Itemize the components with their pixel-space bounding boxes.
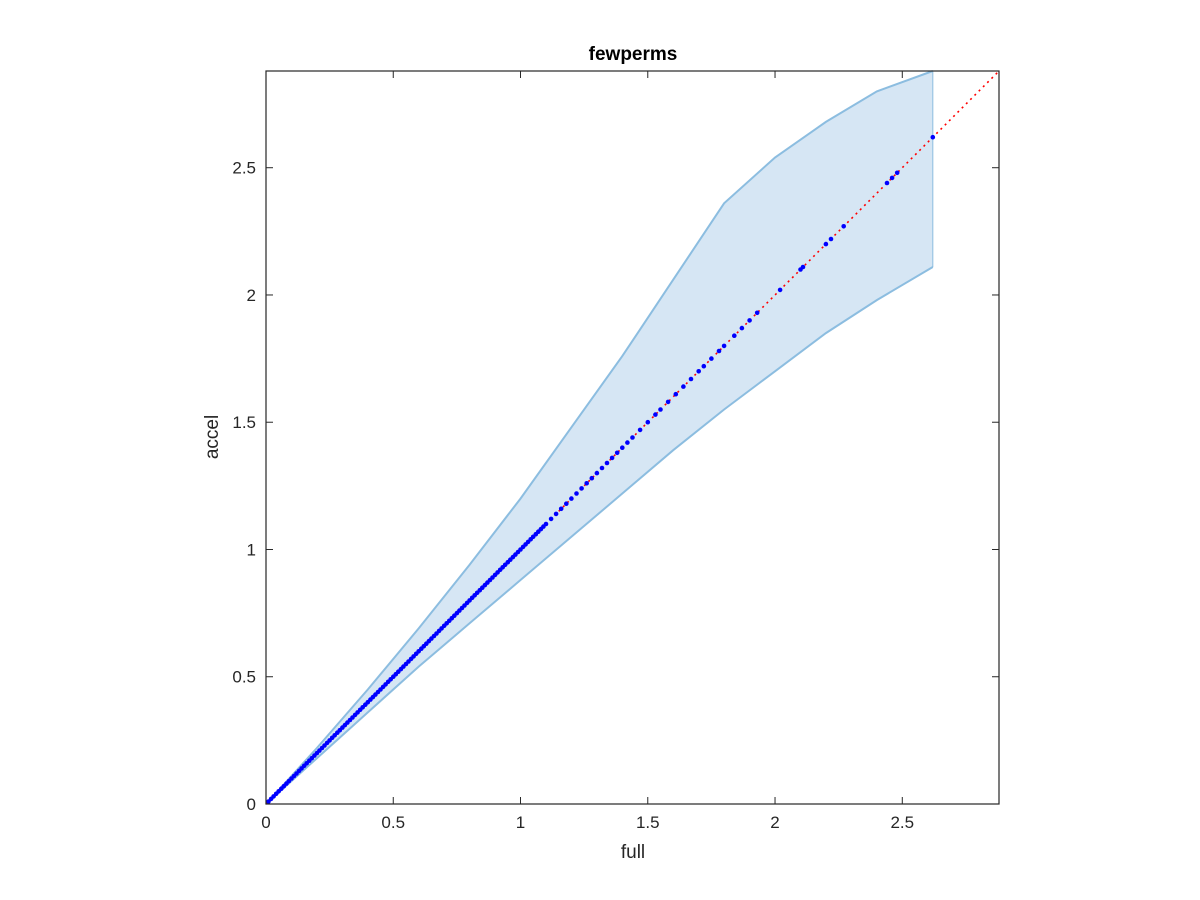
data-point <box>732 333 737 339</box>
y-ticks: 0 0.5 1 1.5 2 2.5 <box>232 159 999 814</box>
data-point <box>665 399 671 405</box>
x-ticks: 0 0.5 1 1.5 2 2.5 <box>261 71 914 832</box>
y-tick-label: 1 <box>247 540 256 559</box>
band-upper-edge <box>265 70 934 805</box>
data-point <box>569 496 574 501</box>
data-point <box>589 475 595 481</box>
y-axis-label: accel <box>202 415 223 459</box>
data-point <box>594 470 600 476</box>
x-tick-label: 1 <box>516 813 525 832</box>
data-point <box>823 241 829 247</box>
data-point <box>630 435 635 440</box>
data-point <box>625 440 630 445</box>
data-point <box>894 170 900 176</box>
data-point <box>716 348 722 354</box>
data-point <box>696 369 701 374</box>
x-tick-label: 0.5 <box>381 813 405 832</box>
data-point <box>645 419 651 425</box>
axes-frame <box>265 70 1000 805</box>
x-tick-label: 2.5 <box>890 813 914 832</box>
data-point <box>828 236 834 242</box>
data-point <box>543 521 549 527</box>
data-point <box>584 481 589 486</box>
data-point <box>930 134 936 140</box>
data-point <box>599 465 605 471</box>
data-point <box>653 412 658 417</box>
data-point <box>558 506 564 512</box>
data-point <box>688 376 694 382</box>
y-tick-label: 1.5 <box>232 413 256 432</box>
data-point <box>754 310 760 316</box>
y-tick-label: 0.5 <box>232 668 256 687</box>
data-point <box>564 501 569 507</box>
x-tick-label: 1.5 <box>636 813 660 832</box>
data-point <box>709 356 714 361</box>
data-point <box>637 427 643 433</box>
band-lower-edge <box>265 266 934 805</box>
x-tick-label: 0 <box>261 813 270 832</box>
y-tick-label: 0 <box>247 795 256 814</box>
data-point <box>548 516 554 522</box>
data-point <box>579 486 584 491</box>
x-tick-label: 2 <box>770 813 779 832</box>
data-point <box>620 445 625 451</box>
data-point <box>747 318 752 323</box>
data-point <box>889 175 895 181</box>
data-point <box>673 391 679 397</box>
data-point <box>739 325 745 331</box>
data-point <box>777 287 783 293</box>
axes-box <box>265 70 1000 805</box>
x-axis-label: full <box>621 842 645 863</box>
data-point <box>604 460 610 466</box>
data-point <box>658 407 663 412</box>
data-point <box>884 180 890 186</box>
data-point <box>681 384 686 389</box>
data-point <box>614 450 620 456</box>
data-point <box>800 264 806 270</box>
y-tick-label: 2 <box>247 286 256 305</box>
chart-title: fewperms <box>589 44 678 65</box>
data-point <box>721 343 727 349</box>
data-point <box>841 224 846 229</box>
plot-area <box>265 70 1000 805</box>
data-point <box>574 491 579 496</box>
data-point <box>553 511 559 517</box>
y-tick-label: 2.5 <box>232 159 256 178</box>
data-point <box>609 455 615 461</box>
confidence-band <box>266 71 933 804</box>
data-point <box>701 363 707 369</box>
